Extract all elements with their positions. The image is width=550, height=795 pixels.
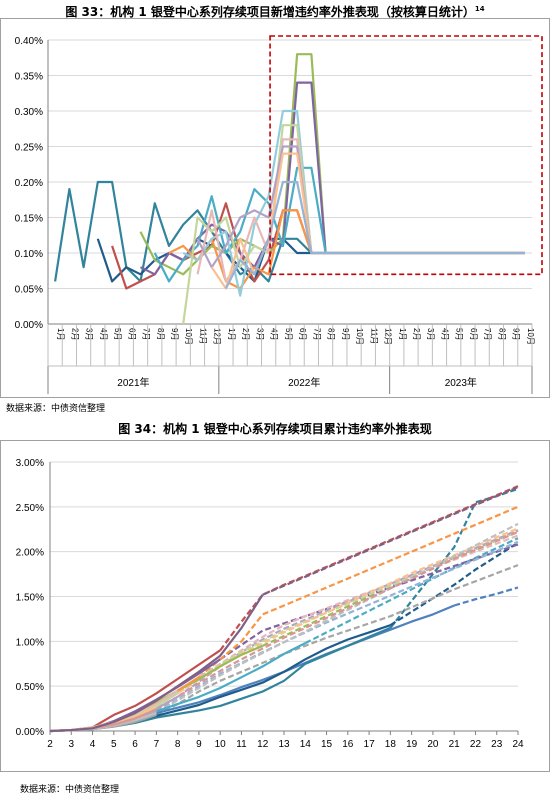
- chart1-month-label: 2月: [70, 328, 79, 340]
- chart1-y-tick: 0.40%: [15, 36, 43, 47]
- chart2-x-tick-label: 14: [300, 739, 312, 750]
- chart2-x-tick-label: 23: [491, 739, 503, 750]
- chart1-month-label: 6月: [127, 328, 136, 340]
- chart1-month-label: 6月: [298, 328, 307, 340]
- chart1-month-label: 11月: [369, 328, 378, 344]
- chart1-month-label: 10月: [184, 328, 193, 345]
- chart1-month-label: 3月: [255, 328, 264, 340]
- chart1-series-line: [224, 180, 525, 289]
- chart1-month-label: 5月: [113, 328, 122, 340]
- chart2-x-tick-label: 17: [364, 739, 376, 750]
- chart1-month-label: 12月: [384, 328, 393, 345]
- chart2-frame: [0, 440, 550, 772]
- chart2-series-projected: [177, 534, 519, 692]
- chart1-y-tick: 0.35%: [15, 72, 43, 83]
- chart2-x-tick-label: 11: [236, 739, 247, 750]
- chart2-series-projected: [389, 541, 519, 627]
- chart2-x-tick-label: 19: [406, 739, 418, 750]
- chart1-month-label: 2月: [412, 328, 421, 340]
- chart1-y-tick: 0.10%: [15, 249, 43, 260]
- chart1-month-label: 12月: [213, 328, 222, 345]
- chart1-y-tick: 0.05%: [15, 285, 43, 296]
- chart2-x-tick-label: 6: [132, 739, 138, 750]
- chart2-series-projected: [155, 540, 519, 713]
- chart1-month-label: 1月: [56, 328, 65, 340]
- chart1-month-label: 7月: [312, 328, 321, 340]
- chart2-y-tick: 1.00%: [16, 637, 44, 648]
- chart2-x-tick-label: 22: [470, 739, 482, 750]
- chart1-y-tick: 0.25%: [15, 143, 43, 154]
- chart1-year-label: 2022年: [288, 376, 320, 389]
- chart1-title: 图 33：机构 1 银登中心系列存续项目新增违约率外推表现（按核算日统计）14: [0, 3, 550, 20]
- chart1-source: 数据来源：中债资信整理: [6, 404, 106, 414]
- chart2-x-tick-label: 5: [111, 739, 117, 750]
- chart2-x-tick-label: 16: [342, 739, 354, 750]
- chart2-x-tick-label: 9: [196, 739, 202, 750]
- chart1-month-label: 8月: [327, 328, 336, 340]
- chart1-month-label: 3月: [426, 328, 435, 340]
- chart1-month-label: 4月: [440, 328, 449, 340]
- chart1-month-label: 2月: [241, 328, 250, 340]
- chart1-month-label: 1月: [398, 328, 407, 340]
- chart1-year-label: 2023年: [445, 376, 477, 389]
- chart2-x-tick-label: 7: [154, 739, 160, 750]
- chart2-series-projected: [262, 486, 519, 596]
- chart1-month-label: 9月: [170, 328, 179, 340]
- chart1-month-label: 7月: [483, 328, 492, 340]
- chart1-month-label: 10月: [526, 328, 535, 345]
- chart2-svg: 0.00%0.50%1.00%1.50%2.00%2.50%3.00%2 3 4 5 6…: [0, 440, 550, 772]
- chart1-month-label: 1月: [227, 328, 236, 340]
- chart2-y-tick: 0.00%: [16, 727, 44, 738]
- chart2-x-tick-label: 8: [175, 739, 181, 750]
- chart1-y-tick: 0.20%: [15, 178, 43, 189]
- chart2-x-tick-label: 10: [215, 739, 227, 750]
- chart1-y-tick: 0.00%: [15, 320, 43, 331]
- chart1-month-label: 9月: [341, 328, 350, 340]
- chart1-svg: 0.00% 0.05% 0.10% 0.15% 0.20% 0.25% 0.30% 0.35%…: [0, 18, 550, 398]
- chart2-x-tick-label: 3: [68, 739, 74, 750]
- chart1-month-label: 4月: [99, 328, 108, 340]
- chart2-x-tick-label: 20: [427, 739, 439, 750]
- chart2-y-tick: 1.50%: [16, 593, 44, 604]
- chart2-x-tick-label: 4: [90, 739, 96, 750]
- chart2-x-tick-label: 15: [321, 739, 333, 750]
- chart1-month-label: 11月: [198, 328, 207, 344]
- chart1-title-footnote: 14: [474, 5, 485, 13]
- chart2-y-tick: 2.50%: [16, 503, 44, 514]
- chart2-y-tick: 2.00%: [16, 548, 44, 559]
- chart2-y-tick: 0.50%: [16, 682, 44, 693]
- chart2-x-tick-label: 2: [47, 739, 53, 750]
- chart1-month-label: 5月: [284, 328, 293, 340]
- chart2-title: 图 34：机构 1 银登中心系列存续项目累计违约率外推表现: [118, 422, 432, 436]
- chart1-month-label: 6月: [469, 328, 478, 340]
- chart1-y-tick: 0.30%: [15, 107, 43, 118]
- chart2-x-tick-label: 18: [385, 739, 397, 750]
- chart1-month-label: 3月: [85, 328, 94, 340]
- chart2-x-tick-label: 12: [257, 739, 269, 750]
- chart2-series-projected: [176, 529, 519, 698]
- chart2-series-projected: [155, 527, 519, 708]
- chart2-series-projected: [198, 505, 519, 679]
- chart2-series-projected: [219, 485, 519, 651]
- chart1-month-label: 10月: [355, 328, 364, 345]
- chart2-x-tick-label: 24: [512, 739, 524, 750]
- chart1-month-label: 4月: [270, 328, 279, 340]
- chart2-series-actual: [49, 594, 264, 733]
- chart1-month-label: 8月: [156, 328, 165, 340]
- chart1-y-tick: 0.15%: [15, 214, 43, 225]
- chart2-source: 数据来源：中债资信整理: [20, 785, 120, 795]
- chart1-year-label: 2021年: [117, 376, 149, 389]
- chart1-title-text: 图 33：机构 1 银登中心系列存续项目新增违约率外推表现（按核算日统计）: [65, 5, 475, 19]
- chart2-y-tick: 3.00%: [16, 458, 44, 469]
- chart1-month-label: 7月: [142, 328, 151, 340]
- chart2-series-projected: [304, 537, 519, 645]
- chart2-series-projected: [453, 586, 519, 607]
- chart1-month-label: 5月: [455, 328, 464, 340]
- chart2-x-tick-label: 21: [449, 739, 461, 750]
- chart2-x-tick-label: 13: [278, 739, 290, 750]
- chart1-month-label: 8月: [497, 328, 506, 340]
- chart1-month-label: 9月: [512, 328, 521, 340]
- chart2-series-projected: [155, 530, 519, 711]
- chart2-series-projected: [155, 564, 519, 716]
